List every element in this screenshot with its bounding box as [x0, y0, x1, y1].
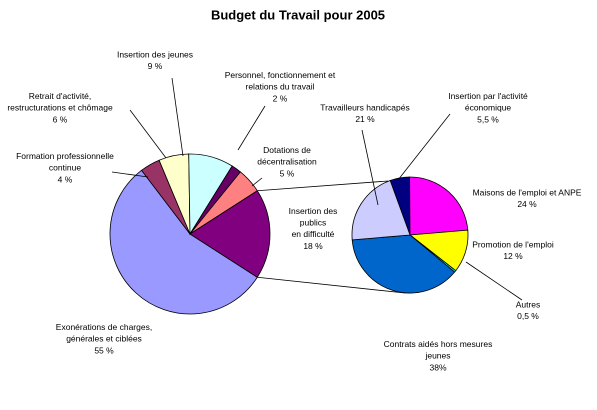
- value-label: 6 %: [53, 114, 68, 124]
- slice-label: Formation professionnelle continue: [16, 151, 114, 173]
- pie-slice: [189, 190, 271, 278]
- pie-slice: [409, 176, 469, 236]
- pie-slice: [351, 234, 456, 294]
- leader-line: [171, 77, 184, 157]
- value-label: 21 %: [355, 114, 375, 124]
- value-label: 2 %: [273, 93, 288, 103]
- leader-line: [465, 261, 523, 301]
- value-label: 5 %: [280, 168, 295, 178]
- slice-label: Autres: [516, 299, 541, 309]
- leader-line: [397, 113, 451, 181]
- leader-line: [361, 129, 379, 206]
- slice-label: Exonérations de charges, générales et cib…: [56, 322, 152, 344]
- slice-label: Personnel, fonctionnement et relations du…: [225, 70, 336, 92]
- slice-label: Insertion des jeunes: [117, 49, 193, 59]
- value-label: 38%: [429, 362, 446, 372]
- chart-title: Budget du Travail pour 2005: [211, 7, 385, 22]
- slice-label: Promotion de l'emploi: [472, 239, 554, 249]
- pie-slice: [109, 169, 258, 315]
- value-label: 0,5 %: [517, 311, 539, 321]
- leader-line: [237, 105, 266, 151]
- pie-slice: [351, 179, 411, 241]
- slice-label: Insertion par l'activité économique: [448, 91, 528, 113]
- value-label: 24 %: [517, 199, 537, 209]
- value-label: 5,5 %: [477, 114, 499, 124]
- value-label: 9 %: [148, 61, 163, 71]
- value-label: 18 %: [303, 241, 323, 251]
- slice-label: Contrats aidés hors mesures jeunes: [384, 339, 493, 361]
- slice-label: Travailleurs handicapés: [320, 102, 409, 112]
- value-label: 55 %: [94, 345, 114, 355]
- leader-line: [129, 109, 167, 159]
- connector-line: [257, 276, 406, 294]
- slice-label: Insertion des publics en difficulté: [289, 206, 338, 239]
- connector-line: [257, 180, 389, 192]
- leader-line: [111, 171, 149, 178]
- value-label: 4 %: [58, 174, 73, 184]
- value-label: 12 %: [503, 251, 523, 261]
- slice-label: Retrait d'activité, restructurations et c…: [7, 91, 113, 113]
- leader-line: [251, 177, 263, 187]
- slice-label: Maisons de l'emploi et ANPE: [473, 187, 582, 197]
- slice-label: Dotations de décentralisation: [257, 145, 317, 167]
